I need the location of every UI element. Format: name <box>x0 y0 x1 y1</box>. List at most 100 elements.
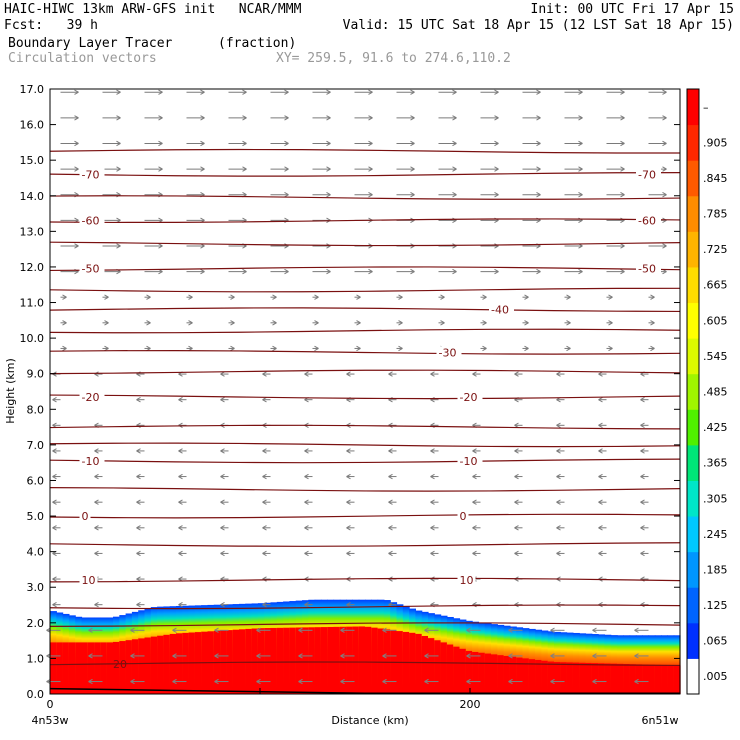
tracer-core-column <box>131 639 139 694</box>
tracer-core-column <box>604 663 612 694</box>
x-axis-label: Distance (km) <box>331 714 408 727</box>
terrain-line <box>49 687 680 695</box>
y-tick-label: 12.0 <box>20 261 45 274</box>
temperature-contour <box>49 577 681 583</box>
vector-arrowhead <box>598 422 603 428</box>
colorbar: .005 .065 .125 .185 .245 .305 .365 .425 .485 .545… <box>686 88 728 695</box>
tracer-core-column <box>503 655 511 694</box>
tracer-column <box>654 635 662 694</box>
vector-arrowhead <box>620 166 625 172</box>
contour-label-bg <box>79 262 105 275</box>
contour-label: -10 <box>460 455 478 468</box>
vector-arrowhead <box>640 397 645 403</box>
vector-arrowhead <box>410 268 415 275</box>
vector-arrowhead <box>398 345 403 352</box>
vector-arrowhead <box>452 140 457 147</box>
tracer-core-column <box>465 650 473 694</box>
vector-arrowhead <box>52 602 57 608</box>
contour-label-bg <box>489 303 514 316</box>
vector-arrowhead <box>136 602 141 608</box>
tracer-core-column <box>415 633 423 694</box>
tracer-core-column <box>572 662 580 694</box>
vector-arrowhead <box>566 294 571 300</box>
vector-arrowhead <box>494 140 499 147</box>
contour-label-bg <box>79 454 105 467</box>
vector-arrowhead <box>494 192 499 198</box>
tracer-core-column <box>478 652 486 694</box>
vector-arrowhead <box>178 550 183 557</box>
vector-arrowhead <box>346 550 351 557</box>
vector-arrowhead <box>620 192 625 198</box>
vector-arrowhead <box>662 140 667 147</box>
vector-arrowhead <box>388 550 393 557</box>
vector-arrowhead <box>116 166 121 172</box>
colorbar-swatch <box>687 231 699 268</box>
tracer-core-column <box>547 661 555 694</box>
tracer-core-column <box>352 626 360 694</box>
vector-arrowhead <box>340 627 345 633</box>
vector-arrowhead <box>398 294 403 300</box>
tracer-core-column <box>472 651 479 694</box>
vector-arrowhead <box>242 140 247 147</box>
contour-label-bg <box>457 510 469 523</box>
y-tick-label: 15.0 <box>20 154 45 167</box>
vector-arrowhead <box>640 525 645 531</box>
vector-arrowhead <box>178 499 183 505</box>
temperature-contour <box>49 458 681 464</box>
tracer-core-column <box>264 628 272 694</box>
y-tick-label: 16.0 <box>20 119 45 132</box>
vector-arrowhead <box>326 140 331 147</box>
vector-arrowhead <box>514 525 519 531</box>
vector-arrowhead <box>52 576 57 582</box>
vector-arrowhead <box>368 140 373 147</box>
y-tick-label: 3.0 <box>27 581 45 594</box>
vector-arrowhead <box>298 627 303 633</box>
vector-arrowhead <box>136 525 141 531</box>
contour-label: 0 <box>460 510 467 523</box>
tracer-core-column <box>453 646 461 694</box>
tracer-core-column <box>138 638 146 694</box>
vector-arrowhead <box>304 499 309 505</box>
vector-arrowhead <box>430 448 435 454</box>
colorbar-label: .545 <box>703 350 728 363</box>
tracer-core-column <box>119 641 127 694</box>
tracer-core-column <box>302 627 309 694</box>
vector-arrowhead <box>262 525 267 531</box>
tracer-core-column <box>276 627 284 694</box>
colorbar-label: .725 <box>703 243 728 256</box>
vector-arrowhead <box>556 371 561 377</box>
vector-arrowhead <box>62 294 67 300</box>
vector-arrowhead <box>472 473 477 480</box>
vector-arrowhead <box>284 268 289 275</box>
vector-arrowhead <box>172 678 177 685</box>
vector-arrowhead <box>74 89 79 95</box>
colorbar-label: .065 <box>703 635 728 648</box>
colorbar-frame <box>686 88 700 695</box>
vector-arrowhead <box>62 345 67 352</box>
contour-label-bg <box>436 346 462 359</box>
temperature-contour <box>49 442 681 448</box>
temperature-contour <box>49 622 681 627</box>
colorbar-label: .605 <box>703 314 728 327</box>
tracer-core-column <box>169 633 177 694</box>
vector-arrowhead <box>410 166 415 172</box>
vector-arrowhead <box>662 166 667 172</box>
colorbar-label: .425 <box>703 421 728 434</box>
vector-arrowhead <box>382 627 387 633</box>
vector-arrowhead <box>430 371 435 377</box>
vector-arrowhead <box>524 294 529 300</box>
vector-arrowhead <box>382 678 387 685</box>
vector-arrowhead <box>556 550 561 557</box>
vector-arrowhead <box>566 345 571 352</box>
vector-arrowhead <box>136 550 141 557</box>
tracer-fill-layer <box>49 599 681 695</box>
y-tick-label: 1.0 <box>27 652 45 665</box>
vector-arrowhead <box>326 268 331 275</box>
vector-arrowhead <box>368 268 373 275</box>
tracer-core-column <box>440 642 448 694</box>
tracer-core-column <box>560 662 568 694</box>
vector-arrowhead <box>284 115 289 121</box>
vector-arrowhead <box>662 115 667 121</box>
tracer-core-column <box>320 627 328 694</box>
vector-arrowhead <box>620 115 625 121</box>
